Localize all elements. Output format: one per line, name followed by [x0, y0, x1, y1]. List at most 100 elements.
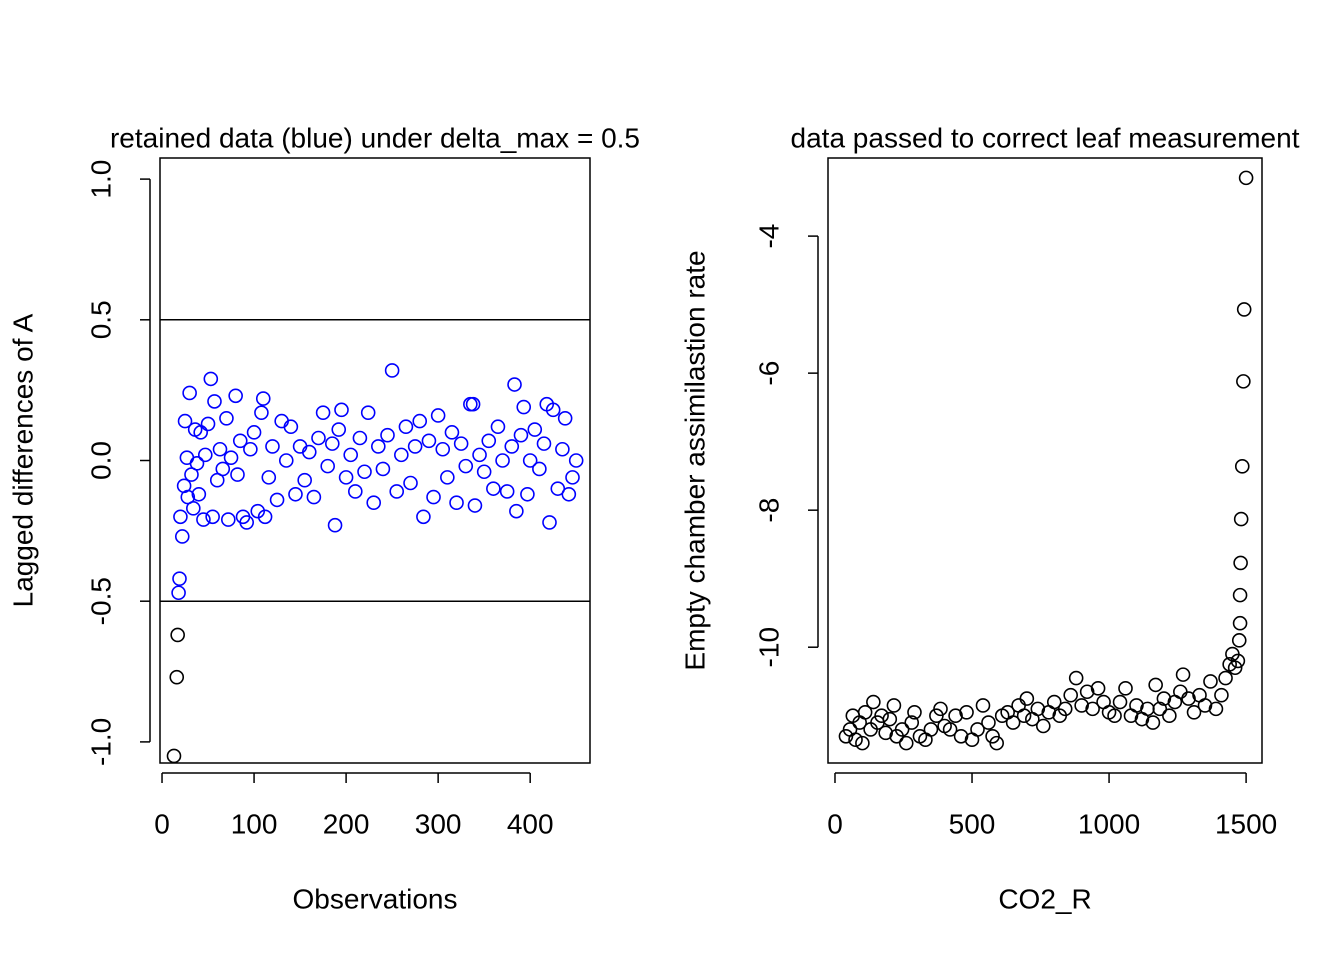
- point: [1232, 615, 1248, 631]
- point: [186, 501, 201, 516]
- point: [334, 402, 349, 418]
- point: [1152, 701, 1168, 717]
- point: [520, 486, 535, 502]
- point: [444, 425, 460, 440]
- point: [177, 413, 193, 429]
- point: [207, 394, 222, 409]
- point: [561, 486, 577, 502]
- point: [440, 470, 455, 485]
- point: [269, 492, 285, 508]
- point: [1231, 633, 1247, 648]
- point: [375, 461, 391, 477]
- point: [292, 439, 308, 454]
- point: [172, 571, 187, 586]
- point: [1230, 653, 1246, 669]
- point: [463, 396, 478, 412]
- point: [380, 427, 395, 443]
- point: [565, 470, 580, 485]
- point: [942, 722, 958, 737]
- point: [898, 735, 914, 751]
- point: [855, 735, 870, 751]
- point: [435, 441, 451, 457]
- point: [327, 517, 343, 533]
- point: [250, 503, 266, 519]
- point: [465, 396, 481, 412]
- x-axis-label: Observations: [293, 883, 458, 914]
- x-tick-label: 0: [827, 808, 843, 839]
- point: [171, 585, 186, 601]
- point: [265, 439, 280, 454]
- point: [297, 472, 312, 488]
- point: [1145, 715, 1161, 730]
- point: [278, 453, 294, 468]
- x-tick-label: 1500: [1215, 808, 1277, 839]
- point: [170, 627, 185, 643]
- y-tick-label: -1.0: [85, 718, 116, 766]
- x-tick-label: 300: [415, 808, 462, 839]
- y-tick-label: -6: [753, 361, 784, 386]
- point: [542, 515, 557, 530]
- point: [360, 405, 376, 420]
- point: [219, 410, 234, 426]
- point: [215, 461, 231, 477]
- point: [257, 509, 273, 525]
- y-tick-label: -8: [753, 498, 784, 523]
- point: [472, 447, 487, 463]
- point: [173, 509, 188, 525]
- point: [243, 441, 258, 457]
- point: [1234, 459, 1250, 474]
- point: [513, 427, 529, 443]
- chart-title: retained data (blue) under delta_max = 0…: [110, 122, 640, 153]
- point: [196, 512, 211, 527]
- point: [532, 461, 547, 477]
- point: [1156, 691, 1172, 706]
- point: [1030, 701, 1046, 717]
- point: [458, 458, 474, 474]
- point: [403, 475, 418, 491]
- point: [1129, 698, 1144, 713]
- point: [166, 748, 182, 764]
- point: [197, 447, 213, 463]
- plot-box: [827, 157, 1263, 764]
- point: [959, 704, 974, 720]
- point: [516, 399, 532, 415]
- x-tick-label: 200: [323, 808, 370, 839]
- point: [1090, 681, 1106, 696]
- point: [504, 439, 520, 454]
- point: [1236, 302, 1252, 317]
- point: [1063, 687, 1078, 703]
- point: [306, 489, 322, 505]
- point: [246, 425, 262, 440]
- point: [1148, 677, 1163, 693]
- point: [486, 481, 501, 496]
- point: [274, 413, 289, 429]
- point: [1175, 667, 1191, 682]
- y-tick-label: -4: [753, 224, 784, 249]
- point: [848, 732, 863, 748]
- point: [568, 453, 584, 468]
- point: [953, 728, 969, 744]
- point: [366, 495, 382, 511]
- point: [453, 436, 469, 451]
- point: [878, 725, 893, 741]
- point: [1016, 708, 1032, 724]
- point: [509, 503, 524, 519]
- point: [1233, 511, 1249, 527]
- point: [338, 470, 354, 485]
- point: [904, 715, 920, 730]
- point: [1218, 670, 1233, 686]
- x-tick-label: 1000: [1078, 808, 1140, 839]
- point: [315, 405, 331, 420]
- point: [467, 498, 483, 513]
- point: [1214, 687, 1229, 703]
- point: [970, 722, 985, 737]
- point: [239, 515, 254, 530]
- point: [499, 484, 515, 499]
- point: [212, 441, 228, 457]
- point: [255, 391, 271, 406]
- point: [394, 447, 409, 463]
- point: [426, 489, 441, 505]
- point: [311, 430, 326, 446]
- point: [557, 410, 573, 426]
- point: [1173, 684, 1188, 700]
